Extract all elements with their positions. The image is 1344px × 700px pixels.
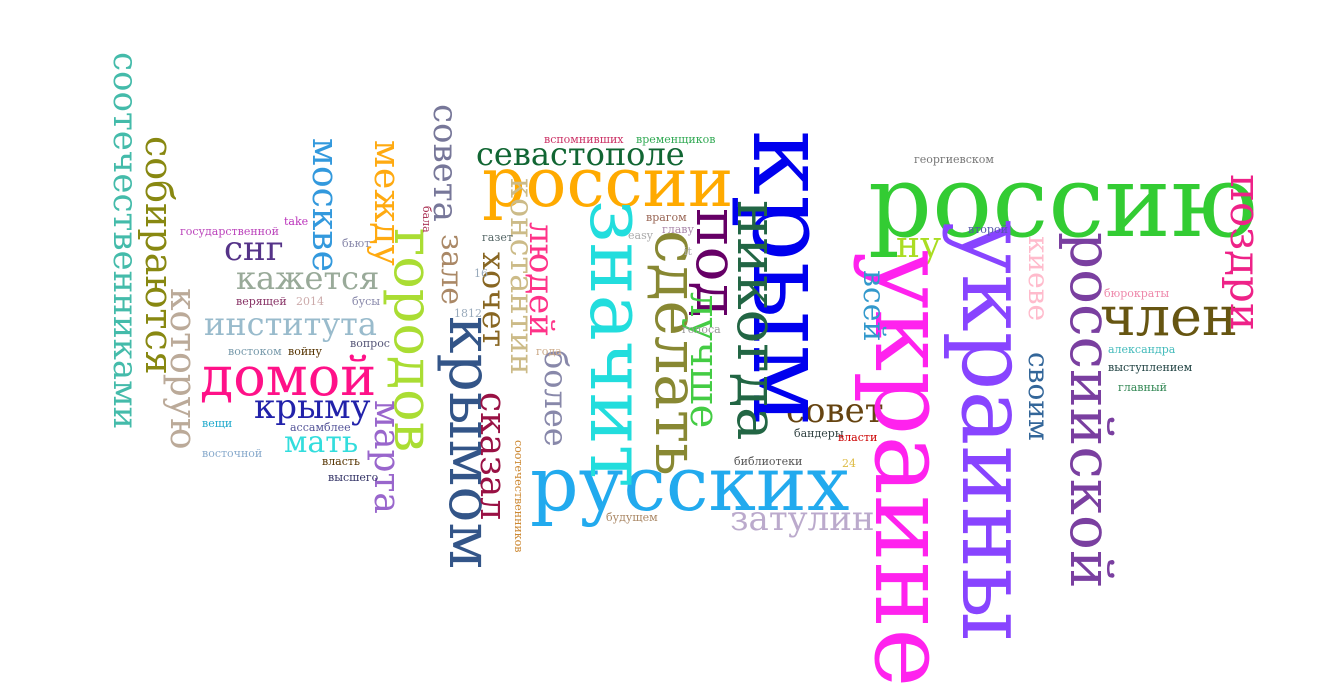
word: затулин <box>730 499 875 539</box>
word: 1812 <box>454 307 482 320</box>
word: киеве <box>1022 236 1055 322</box>
word: бандеры <box>794 427 844 440</box>
word: ассамблее <box>290 421 351 434</box>
word: бьют <box>342 237 371 250</box>
word: главу <box>662 223 694 236</box>
word: it <box>684 245 692 258</box>
word: лучше <box>681 292 727 429</box>
word: верящей <box>236 295 287 308</box>
word: мать <box>284 425 359 460</box>
word: сказал <box>472 392 513 521</box>
word: домой <box>200 345 377 408</box>
word: власть <box>322 455 360 468</box>
word: врагом <box>646 211 687 224</box>
word: 2014 <box>296 295 324 308</box>
word: вопрос <box>350 337 390 350</box>
word: государственной <box>180 225 279 238</box>
word: совет <box>786 391 884 431</box>
word: второй <box>968 223 1008 236</box>
word: член <box>1100 285 1238 348</box>
word: вспомнивших <box>544 133 624 146</box>
word: совета <box>425 104 465 222</box>
word: крыму <box>254 387 371 427</box>
word: easy <box>628 229 653 242</box>
word: снг <box>224 229 284 269</box>
word: своим <box>1022 352 1055 441</box>
word: голоса <box>682 323 721 336</box>
word: кажется <box>236 259 380 297</box>
word: россию <box>868 143 1258 260</box>
word: института <box>204 305 377 343</box>
word: россии <box>482 144 734 223</box>
word: севастополе <box>476 135 685 173</box>
word: временщиков <box>636 133 716 146</box>
word: выступлением <box>1108 361 1193 374</box>
word: бюрократы <box>1104 287 1170 300</box>
word: востоком <box>228 345 282 358</box>
word: take <box>284 215 309 228</box>
word: которую <box>162 288 203 450</box>
word: вещи <box>202 417 233 430</box>
word: александра <box>1108 343 1176 356</box>
word: войну <box>288 345 322 358</box>
word: российской <box>1057 232 1125 589</box>
word: георгиевском <box>914 153 994 166</box>
word: зале <box>434 234 469 306</box>
word: более <box>537 350 575 447</box>
word: москве <box>304 138 345 272</box>
word: будущем <box>606 511 658 524</box>
word: всей <box>856 270 891 342</box>
word: между <box>366 140 407 266</box>
word: соотечественников <box>512 440 525 553</box>
word: поздри <box>1221 174 1270 331</box>
word: ну <box>896 225 942 266</box>
word: восточной <box>202 447 263 460</box>
word: 16 <box>474 267 488 280</box>
word: власти <box>838 431 878 444</box>
word: газет <box>482 231 513 244</box>
word: года <box>536 345 562 358</box>
word: библиотеки <box>734 455 803 468</box>
word: главный <box>1118 381 1167 394</box>
word: бала <box>420 206 433 233</box>
word: людей <box>521 222 561 337</box>
word: марта <box>366 400 407 514</box>
word: бусы <box>352 295 381 308</box>
word: 24 <box>842 457 856 470</box>
word: высшего <box>328 471 379 484</box>
word: русских <box>530 439 850 528</box>
